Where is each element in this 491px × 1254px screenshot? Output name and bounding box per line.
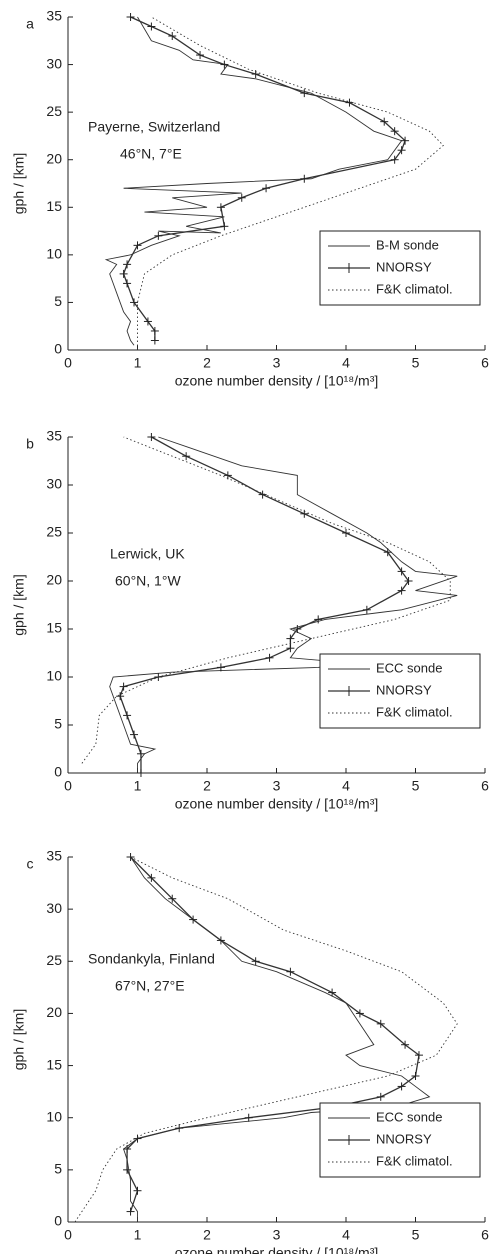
x-tick-label: 2 (203, 1227, 211, 1243)
annotation: 60°N, 1°W (115, 573, 181, 589)
legend-label: B-M sonde (376, 237, 439, 252)
series-line (104, 16, 403, 346)
x-tick-label: 4 (342, 355, 350, 371)
y-tick-label: 35 (46, 8, 62, 24)
legend: ECC sonde NNORSY F&K climatol. (319, 653, 481, 729)
legend-label: F&K climatol. (376, 704, 453, 719)
annotation: 67°N, 27°E (115, 978, 185, 994)
series-line (137, 16, 444, 350)
y-tick-label: 15 (46, 198, 62, 214)
y-tick-label: 15 (46, 620, 62, 636)
x-axis-label: ozone number density / [10¹⁸/m³] (175, 373, 379, 389)
x-tick-label: 1 (134, 778, 142, 794)
y-tick-label: 25 (46, 524, 62, 540)
legend-label: ECC sonde (376, 660, 442, 675)
y-tick-label: 0 (54, 1213, 62, 1229)
legend-label: ECC sonde (376, 1109, 442, 1124)
legend-label: NNORSY (376, 682, 432, 697)
panel-label: c (27, 856, 34, 872)
x-tick-label: 2 (203, 778, 211, 794)
y-tick-label: 20 (46, 572, 62, 588)
legend: ECC sonde NNORSY F&K climatol. (319, 1102, 481, 1178)
y-tick-label: 20 (46, 1004, 62, 1020)
x-tick-label: 0 (64, 778, 72, 794)
legend-label: NNORSY (376, 259, 432, 274)
y-tick-label: 0 (54, 764, 62, 780)
x-axis-label: ozone number density / [10¹⁸/m³] (175, 796, 379, 812)
x-tick-label: 6 (481, 1227, 489, 1243)
series-line (109, 436, 458, 773)
y-tick-label: 20 (46, 150, 62, 166)
legend: B-M sonde NNORSY F&K climatol. (319, 230, 481, 306)
y-tick-label: 10 (46, 1108, 62, 1124)
y-tick-label: 25 (46, 952, 62, 968)
y-axis-label: gph / [km] (11, 1009, 27, 1070)
y-tick-label: 35 (46, 848, 62, 864)
x-axis-label: ozone number density / [10¹⁸/m³] (175, 1245, 379, 1254)
x-tick-label: 4 (342, 778, 350, 794)
x-tick-label: 3 (273, 778, 281, 794)
legend-label: NNORSY (376, 1131, 432, 1146)
x-tick-label: 2 (203, 355, 211, 371)
x-tick-label: 5 (412, 355, 420, 371)
x-tick-label: 5 (412, 1227, 420, 1243)
y-tick-label: 5 (54, 1161, 62, 1177)
annotation: Lerwick, UK (110, 546, 185, 562)
series-line (74, 856, 458, 1223)
series-line (119, 436, 410, 773)
x-tick-label: 5 (412, 778, 420, 794)
annotation: 46°N, 7°E (120, 146, 182, 162)
annotation: Payerne, Switzerland (88, 119, 220, 135)
x-tick-label: 4 (342, 1227, 350, 1243)
y-tick-label: 35 (46, 428, 62, 444)
y-tick-label: 5 (54, 716, 62, 732)
x-tick-label: 6 (481, 355, 489, 371)
panel: 0 1 2 3 4 5 6 0 5 10 15 20 25 30 35 ozone number densit… (11, 848, 489, 1254)
y-tick-label: 10 (46, 246, 62, 262)
x-tick-label: 3 (273, 1227, 281, 1243)
panel-label: a (26, 16, 34, 32)
x-tick-label: 1 (134, 1227, 142, 1243)
x-tick-label: 6 (481, 778, 489, 794)
panel: 0 1 2 3 4 5 6 0 5 10 15 20 25 30 35 ozone number densit… (11, 8, 489, 389)
panel-label: b (26, 436, 34, 452)
y-tick-label: 25 (46, 103, 62, 119)
y-tick-label: 30 (46, 55, 62, 71)
y-axis-label: gph / [km] (11, 574, 27, 635)
y-tick-label: 15 (46, 1056, 62, 1072)
annotation: Sondankyla, Finland (88, 951, 215, 967)
x-tick-label: 0 (64, 355, 72, 371)
x-tick-label: 0 (64, 1227, 72, 1243)
legend-label: F&K climatol. (376, 281, 453, 296)
x-tick-label: 3 (273, 355, 281, 371)
y-axis-label: gph / [km] (11, 153, 27, 214)
y-tick-label: 30 (46, 900, 62, 916)
y-tick-label: 0 (54, 341, 62, 357)
y-tick-label: 10 (46, 668, 62, 684)
y-tick-label: 5 (54, 293, 62, 309)
y-tick-label: 30 (46, 476, 62, 492)
x-tick-label: 1 (134, 355, 142, 371)
panel: 0 1 2 3 4 5 6 0 5 10 15 20 25 30 35 ozone number densit… (11, 428, 489, 812)
legend-label: F&K climatol. (376, 1153, 453, 1168)
